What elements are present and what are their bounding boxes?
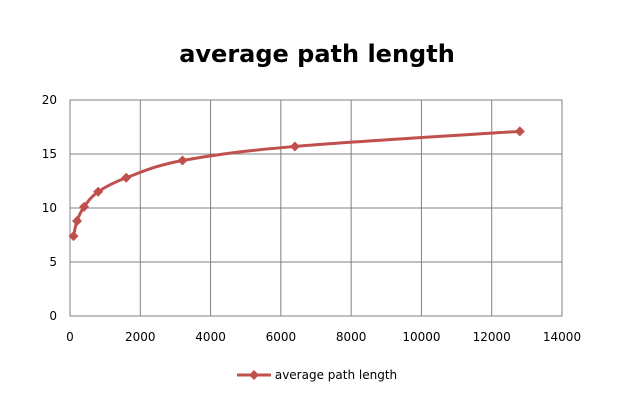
legend-swatch — [236, 370, 271, 380]
x-tick-label: 14000 — [543, 330, 581, 344]
y-tick-labels: 0 5 10 15 20 — [42, 93, 57, 323]
data-point — [72, 215, 83, 226]
data-point — [121, 172, 132, 183]
x-tick-label: 12000 — [473, 330, 511, 344]
series-layer — [68, 126, 525, 242]
x-tick-label: 2000 — [125, 330, 156, 344]
legend: average path length — [0, 368, 634, 382]
x-tick-label: 4000 — [195, 330, 226, 344]
data-point — [177, 155, 188, 166]
y-tick-label: 10 — [42, 201, 57, 215]
legend-label: average path length — [274, 368, 398, 382]
data-point — [514, 126, 525, 137]
y-tick-label: 0 — [49, 309, 57, 323]
x-tick-labels: 0 2000 4000 6000 8000 10000 12000 14000 — [66, 330, 581, 344]
data-point — [93, 186, 104, 197]
y-tick-label: 5 — [49, 255, 57, 269]
x-tick-label: 0 — [66, 330, 74, 344]
data-point — [79, 201, 90, 212]
y-tick-label: 15 — [42, 147, 57, 161]
data-point — [68, 231, 79, 242]
y-tick-label: 20 — [42, 93, 57, 107]
data-point — [289, 141, 300, 152]
chart-title: average path length — [179, 40, 455, 68]
x-tick-label: 10000 — [402, 330, 440, 344]
grid — [70, 100, 562, 316]
x-tick-label: 8000 — [336, 330, 367, 344]
x-tick-label: 6000 — [266, 330, 297, 344]
